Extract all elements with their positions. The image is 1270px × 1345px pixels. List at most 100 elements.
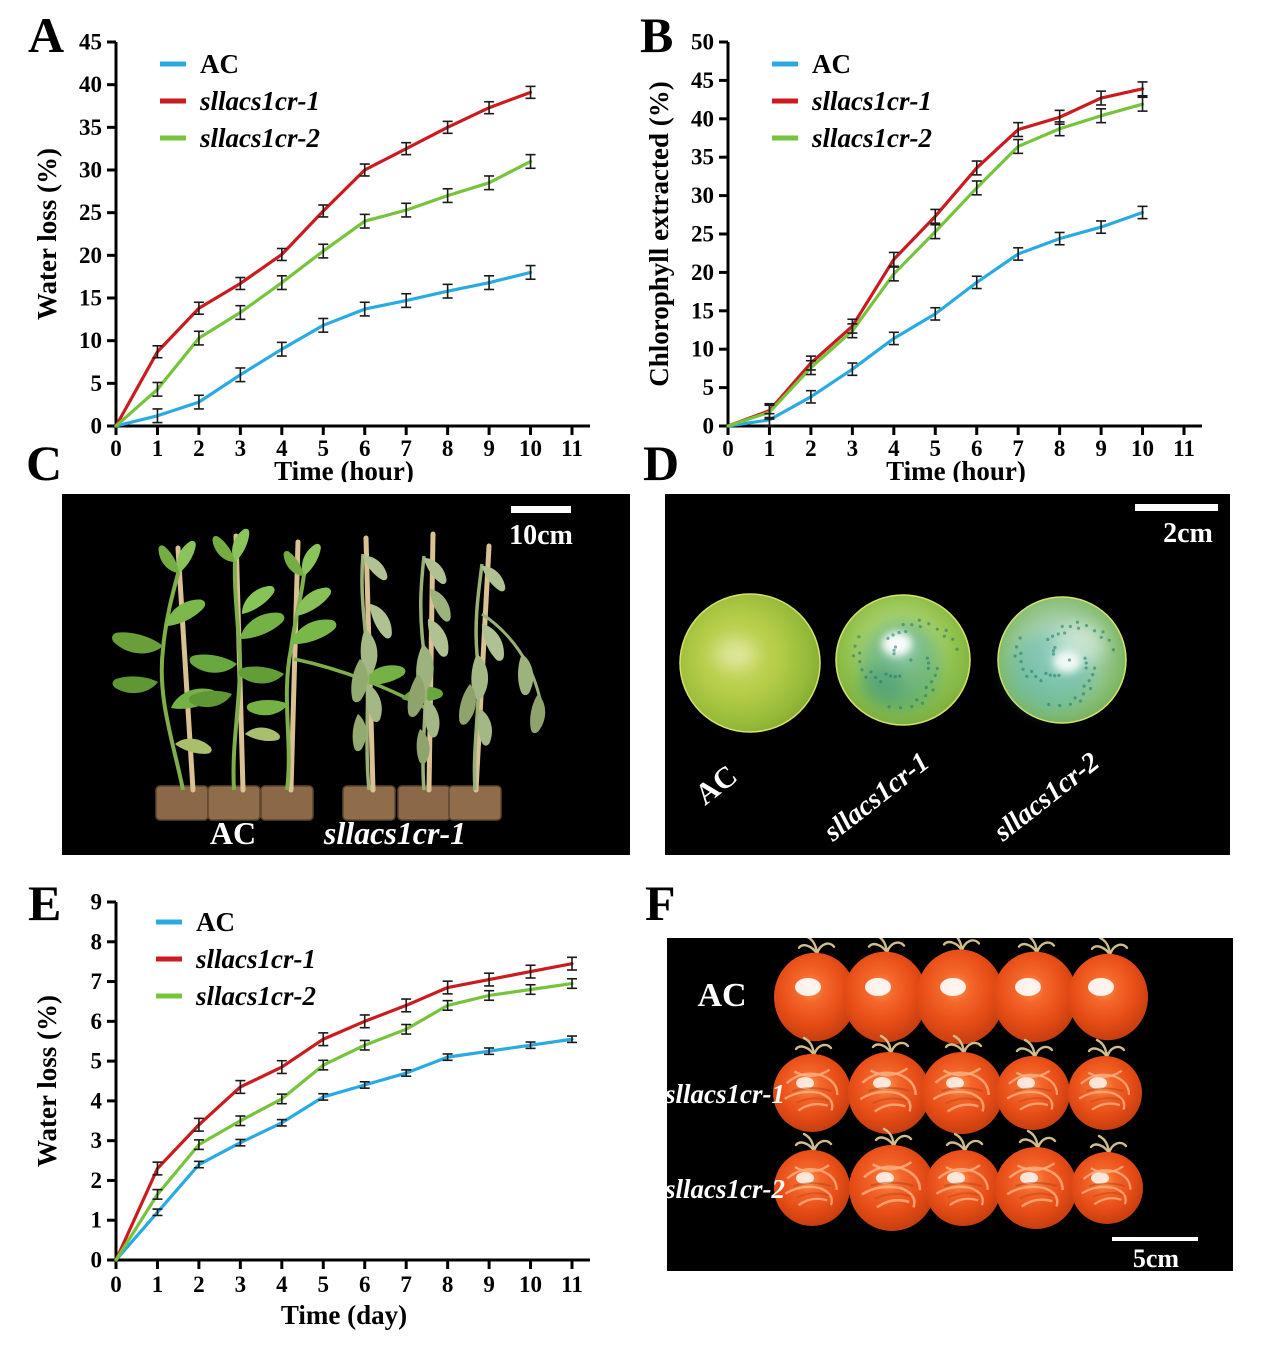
- green-fruits-photo-svg: 2cm AC sllacs1cr-1 sllacs1cr-2: [679, 504, 1218, 848]
- tomato: [921, 1034, 1003, 1134]
- y-tick-label: 15: [79, 286, 102, 311]
- y-tick-label: 4: [91, 1088, 103, 1113]
- panel-letter-f: F: [645, 875, 676, 931]
- y-tick-label: 6: [91, 1009, 103, 1034]
- fruit-label-ac: AC: [689, 759, 743, 812]
- x-tick-label: 6: [359, 436, 371, 461]
- fruit-label-sllacs1cr-2: sllacs1cr-2: [987, 746, 1105, 848]
- scale-bar-label: 2cm: [1163, 518, 1213, 549]
- error-bars-sllacs1cr-2: [764, 96, 1148, 420]
- y-tick-label: 40: [79, 72, 102, 97]
- error-bars-AC: [152, 1035, 577, 1217]
- series-line-sllacs1cr-1: [114, 90, 533, 428]
- x-axis-title: Time (hour): [886, 456, 1026, 482]
- plant-group-ac: [109, 526, 444, 791]
- y-tick-label: 30: [691, 183, 714, 208]
- x-tick-label: 8: [442, 436, 454, 461]
- panel-letter-c: C: [26, 435, 63, 491]
- y-tick-label: 45: [691, 68, 714, 93]
- tomato: [996, 1038, 1070, 1130]
- error-bars-sllacs1cr-1: [152, 85, 536, 359]
- x-tick-label: 8: [442, 1272, 454, 1297]
- y-tick-label: 0: [703, 414, 715, 439]
- y-tick-label: 20: [691, 260, 714, 285]
- y-tick-label: 15: [691, 298, 714, 323]
- tomato: [1068, 1038, 1142, 1130]
- group-label-ac: AC: [210, 815, 256, 851]
- chart-panel-b-chlorophyll: 0 5 10 15 20 25 30 35 40 45 50 0 1 2 3 4 5 6 7 8 9 10 11 Time (…: [642, 8, 1232, 486]
- x-tick-label: 9: [483, 436, 495, 461]
- x-tick-label: 1: [764, 436, 776, 461]
- legend-label-sllacs1cr-1: sllacs1cr-1: [199, 86, 320, 116]
- fruit-ac: [679, 593, 821, 733]
- x-tick-label: 7: [400, 436, 412, 461]
- photo-panel-c-plants: 10cm AC sllacs1cr-1: [62, 494, 630, 855]
- y-tick-label: 40: [691, 106, 714, 131]
- y-tick-label: 5: [703, 375, 715, 400]
- tomato: [916, 932, 1004, 1045]
- x-tick-label: 6: [359, 1272, 371, 1297]
- legend-label-AC: AC: [812, 49, 851, 79]
- x-tick-label: 5: [318, 1272, 330, 1297]
- tomato: [993, 934, 1077, 1043]
- fruit-sllacs1cr-1: [835, 594, 971, 726]
- scale-bar-line: [511, 506, 571, 513]
- y-axis-ticks: 0 5 10 15 20 25 30 35 40 45 50: [691, 30, 728, 439]
- x-tick-label: 0: [722, 436, 734, 461]
- x-tick-label: 11: [561, 436, 583, 461]
- x-tick-label: 4: [888, 436, 900, 461]
- panel-letter-b: B: [640, 7, 674, 63]
- x-tick-label: 7: [1012, 436, 1024, 461]
- y-tick-label: 25: [691, 222, 714, 247]
- x-tick-label: 2: [805, 436, 817, 461]
- series-line-AC: [114, 270, 533, 428]
- x-axis-title: Time (day): [281, 1300, 407, 1330]
- y-tick-label: 9: [91, 890, 103, 915]
- error-bars-AC: [764, 205, 1148, 427]
- plants-photo-svg: 10cm AC sllacs1cr-1: [109, 506, 573, 851]
- series-line-AC: [114, 1037, 574, 1262]
- fruit-speckles: [851, 618, 959, 710]
- tomato: [995, 1129, 1077, 1229]
- x-tick-label: 4: [276, 1272, 288, 1297]
- y-tick-label: 1: [91, 1208, 103, 1233]
- chart-panel-e-water-loss-day: 0 1 2 3 4 5 6 7 8 9 0 1 2 3 4 5 6 7 8 9 10 11 Time (day) Water …: [30, 878, 620, 1345]
- y-tick-label: 30: [79, 158, 102, 183]
- x-axis-ticks: 0 1 2 3 4 5 6 7 8 9 10 11: [722, 426, 1195, 461]
- scale-bar-label: 5cm: [1133, 1244, 1180, 1271]
- row-label-sllacs1cr-1: sllacs1cr-1: [667, 1079, 785, 1109]
- y-tick-label: 8: [91, 929, 103, 954]
- axes: [114, 902, 590, 1262]
- x-axis-title: Time (hour): [274, 456, 414, 482]
- error-bars-sllacs1cr-1: [152, 956, 577, 1176]
- series-line-sllacs1cr-2: [114, 981, 574, 1262]
- chart-svg-E: 0 1 2 3 4 5 6 7 8 9 0 1 2 3 4 5 6 7 8 9 10 11 Time (day) Water …: [32, 890, 590, 1330]
- legend-label-sllacs1cr-1: sllacs1cr-1: [195, 944, 316, 974]
- y-tick-label: 10: [79, 328, 102, 353]
- y-tick-label: 3: [91, 1128, 103, 1153]
- tomato: [848, 1034, 930, 1134]
- fruit-sllacs1cr-2: [997, 596, 1127, 724]
- photo-panel-f-red-fruits: AC sllacs1cr-1 sllacs1cr-2 5cm: [664, 932, 1233, 1273]
- x-tick-label: 11: [1173, 436, 1195, 461]
- axes: [114, 42, 590, 428]
- chart-panel-a-water-loss-hour: 0 5 10 15 20 25 30 35 40 45 0 1 2 3 4 5 6 7 8 9 10 11 Time (ho…: [30, 8, 620, 486]
- x-tick-label: 1: [152, 436, 164, 461]
- y-tick-label: 0: [91, 414, 103, 439]
- fruit-label-sllacs1cr-1: sllacs1cr-1: [817, 746, 935, 848]
- x-tick-label: 2: [193, 436, 205, 461]
- scale-bar-line: [1112, 1237, 1198, 1241]
- tomato: [774, 935, 856, 1042]
- legend-label-sllacs1cr-2: sllacs1cr-2: [199, 123, 320, 153]
- tomato: [925, 1132, 1001, 1226]
- x-tick-label: 0: [110, 436, 122, 461]
- y-tick-label: 45: [79, 30, 102, 55]
- tomato: [849, 1127, 935, 1231]
- x-tick-label: 3: [235, 1272, 247, 1297]
- x-tick-label: 5: [318, 436, 330, 461]
- series-line-sllacs1cr-1: [114, 962, 574, 1262]
- error-bars-AC: [152, 264, 536, 424]
